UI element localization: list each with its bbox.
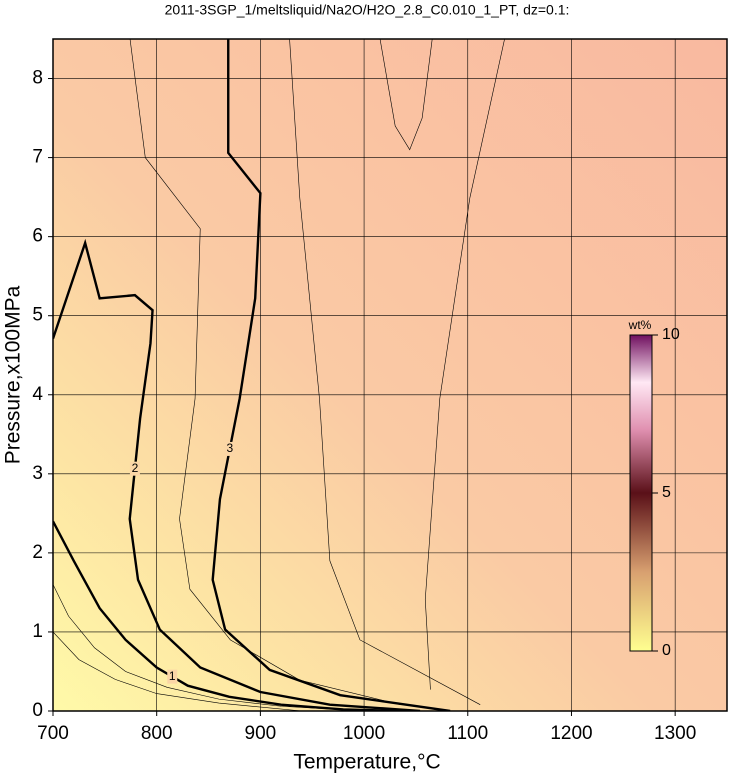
thin-contour bbox=[379, 39, 433, 151]
x-tick-label: 1100 bbox=[447, 723, 488, 744]
plot-frame bbox=[52, 38, 728, 712]
y-tick-label: 8 bbox=[32, 68, 43, 89]
y-tick-label: 2 bbox=[32, 542, 43, 563]
contour-label-bg bbox=[224, 441, 235, 456]
plot-background bbox=[53, 39, 727, 711]
colorbar-tick-label: 0 bbox=[662, 642, 671, 659]
contour-label: 1 bbox=[169, 669, 176, 683]
thin-contour bbox=[53, 631, 302, 711]
colorbar bbox=[629, 334, 653, 652]
y-tick-label: 7 bbox=[32, 147, 43, 168]
contour-label: 3 bbox=[226, 441, 233, 455]
contour bbox=[211, 39, 451, 711]
y-axis-label: Pressure,x100MPa bbox=[2, 285, 25, 464]
y-tick-label: 1 bbox=[32, 621, 43, 642]
x-tick-label: 1200 bbox=[550, 723, 592, 744]
contour-label-bg bbox=[129, 461, 140, 476]
x-tick-label: 900 bbox=[245, 723, 277, 744]
y-tick-label: 4 bbox=[32, 384, 43, 405]
thin-contour bbox=[53, 584, 365, 711]
colorbar-tick-label: 10 bbox=[662, 326, 680, 343]
colorbar-label: wt% bbox=[628, 318, 652, 332]
colorbar-tick-label: 5 bbox=[662, 484, 671, 501]
y-tick-label: 6 bbox=[32, 226, 43, 247]
x-tick-label: 1000 bbox=[343, 723, 385, 744]
x-tick-label: 800 bbox=[141, 723, 173, 744]
thin-contour bbox=[289, 39, 481, 705]
x-tick-label: 1300 bbox=[654, 723, 696, 744]
contour-label-bg bbox=[167, 669, 178, 684]
thin-contour bbox=[129, 39, 401, 705]
y-tick-label: 5 bbox=[32, 305, 43, 326]
y-tick-label: 0 bbox=[32, 700, 43, 721]
contour-label: 2 bbox=[132, 461, 139, 475]
x-tick-label: 700 bbox=[37, 723, 69, 744]
y-tick-label: 3 bbox=[32, 463, 43, 484]
chart-title: 2011-3SGP_1/meltsliquid/Na2O/H2O_2.8_C0.… bbox=[165, 2, 570, 18]
x-axis-label: Temperature,°C bbox=[293, 751, 440, 774]
thin-contour bbox=[424, 39, 505, 690]
